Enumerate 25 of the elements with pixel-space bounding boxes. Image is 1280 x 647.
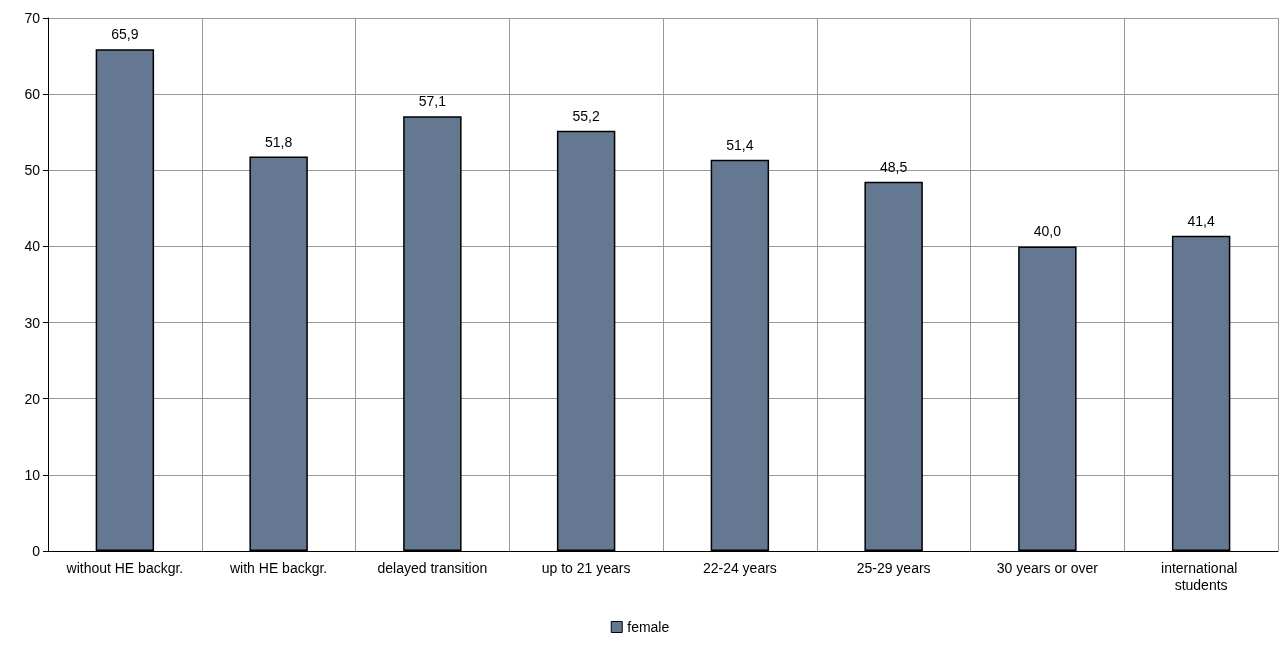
y-tick-label: 70 <box>24 10 41 26</box>
x-tick-label: international students <box>1161 559 1242 593</box>
x-tick-label: 25-29 years <box>856 559 931 576</box>
x-tick-label: up to 21 years <box>541 559 631 576</box>
data-label: 40,0 <box>1033 223 1062 240</box>
x-tick-label: with HE backgr. <box>228 559 328 576</box>
x-tick-label: 30 years or over <box>996 559 1099 576</box>
x-tick-label: without HE backgr. <box>65 559 184 576</box>
data-label: 48,5 <box>880 158 908 175</box>
x-tick-label: delayed transition <box>377 559 488 576</box>
y-tick-label: 20 <box>24 390 41 407</box>
data-label: 51,4 <box>726 136 754 153</box>
y-tick-label: 60 <box>24 86 41 103</box>
data-label: 51,8 <box>265 133 293 150</box>
data-label: 41,4 <box>1187 212 1215 229</box>
x-tick-label: 22-24 years <box>702 559 777 576</box>
y-tick-label: 40 <box>24 238 41 255</box>
legend-label: female <box>627 619 670 635</box>
data-label: 57,1 <box>418 93 447 110</box>
y-tick-label: 30 <box>24 314 41 331</box>
y-tick-label: 10 <box>24 466 41 483</box>
y-tick-label: 50 <box>24 162 41 179</box>
data-label: 65,9 <box>111 26 139 43</box>
y-tick-label: 0 <box>32 543 41 559</box>
data-label: 55,2 <box>572 107 600 124</box>
